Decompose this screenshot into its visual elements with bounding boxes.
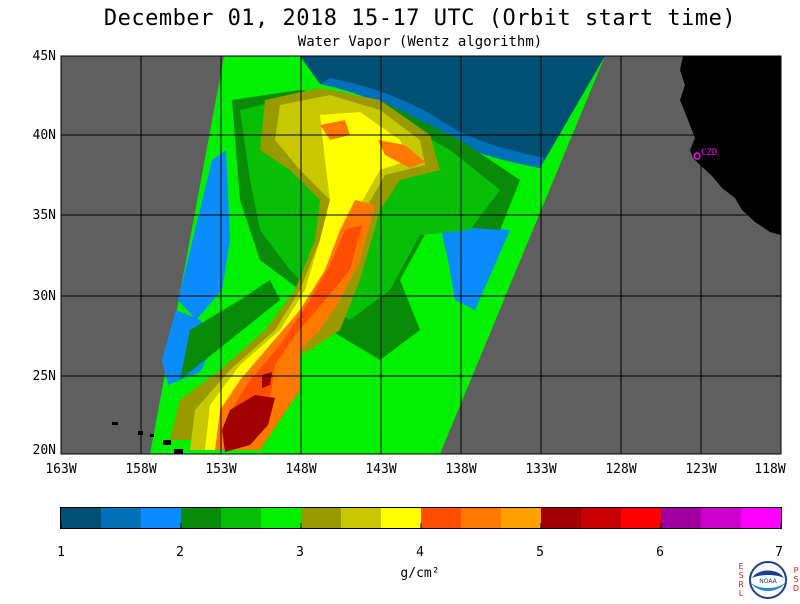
- lat-label-25n: 25N: [32, 369, 56, 384]
- colorbar-swatch: [421, 508, 462, 528]
- colorbar-tick-6: 6: [656, 545, 664, 560]
- gridlines: [61, 56, 781, 454]
- lon-label-128w: 128W: [605, 462, 637, 477]
- lon-label-123w: 123W: [685, 462, 717, 477]
- colorbar-swatch: [101, 508, 142, 528]
- colorbar-swatch: [381, 508, 422, 528]
- esrl-psd-logo: NOAA: [736, 560, 800, 600]
- lon-label-143w: 143W: [365, 462, 397, 477]
- north-america-land: [680, 56, 781, 235]
- station-marker: [693, 152, 701, 160]
- bright-yellow-core: [205, 112, 410, 450]
- lat-label-35n: 35N: [32, 208, 56, 223]
- colorbar-swatch: [341, 508, 382, 528]
- colorbar-tick-2: 2: [176, 545, 184, 560]
- colorbar-swatch: [501, 508, 542, 528]
- colorbar-swatch: [221, 508, 262, 528]
- lon-label-118w: 118W: [754, 462, 786, 477]
- colorbar-tick-1: 1: [57, 545, 65, 560]
- colorbar-units: g/cm²: [400, 566, 440, 581]
- low-vapor-west: [178, 150, 230, 320]
- lat-label-45n: 45N: [32, 49, 56, 64]
- colorbar-swatch: [661, 508, 702, 528]
- colorbar: [60, 507, 782, 529]
- colorbar-swatch: [741, 508, 782, 528]
- map-title: December 01, 2018 15-17 UTC (Orbit start…: [103, 6, 737, 31]
- dark-green-region-2: [180, 280, 280, 380]
- lon-label-148w: 148W: [285, 462, 317, 477]
- colorbar-swatch: [261, 508, 302, 528]
- colorbar-swatch: [61, 508, 102, 528]
- dark-red-core: [222, 395, 275, 452]
- map-frame: [60, 55, 782, 455]
- lat-label-40n: 40N: [32, 128, 56, 143]
- station-label: CZD: [701, 148, 717, 158]
- colorbar-swatch: [541, 508, 582, 528]
- noaa-logo-icon: NOAA: [749, 561, 787, 599]
- orange-north-patch-2: [378, 140, 425, 168]
- colorbar-swatch: [301, 508, 342, 528]
- colorbar-swatch: [581, 508, 622, 528]
- colorbar-swatch: [701, 508, 742, 528]
- lon-label-138w: 138W: [445, 462, 477, 477]
- lat-label-20n: 20N: [32, 443, 56, 458]
- lon-label-133w: 133W: [525, 462, 557, 477]
- lat-label-30n: 30N: [32, 289, 56, 304]
- noaa-logo-text: NOAA: [759, 578, 777, 585]
- colorbar-tick-3: 3: [296, 545, 304, 560]
- colorbar-tick-4: 4: [416, 545, 424, 560]
- colorbar-swatch: [181, 508, 222, 528]
- low-vapor-north: [300, 56, 605, 168]
- low-vapor-east: [440, 225, 510, 310]
- lon-label-163w: 163W: [45, 462, 77, 477]
- colorbar-swatch: [621, 508, 662, 528]
- map-subtitle: Water Vapor (Wentz algorithm): [297, 34, 543, 50]
- orange-river-core: [225, 225, 362, 450]
- colorbar-swatch: [461, 508, 502, 528]
- colorbar-tick-7: 7: [775, 545, 783, 560]
- colorbar-swatch: [141, 508, 182, 528]
- lon-label-153w: 153W: [205, 462, 237, 477]
- lon-label-158w: 158W: [125, 462, 157, 477]
- colorbar-tick-5: 5: [536, 545, 544, 560]
- colorbar-frame: [60, 507, 782, 529]
